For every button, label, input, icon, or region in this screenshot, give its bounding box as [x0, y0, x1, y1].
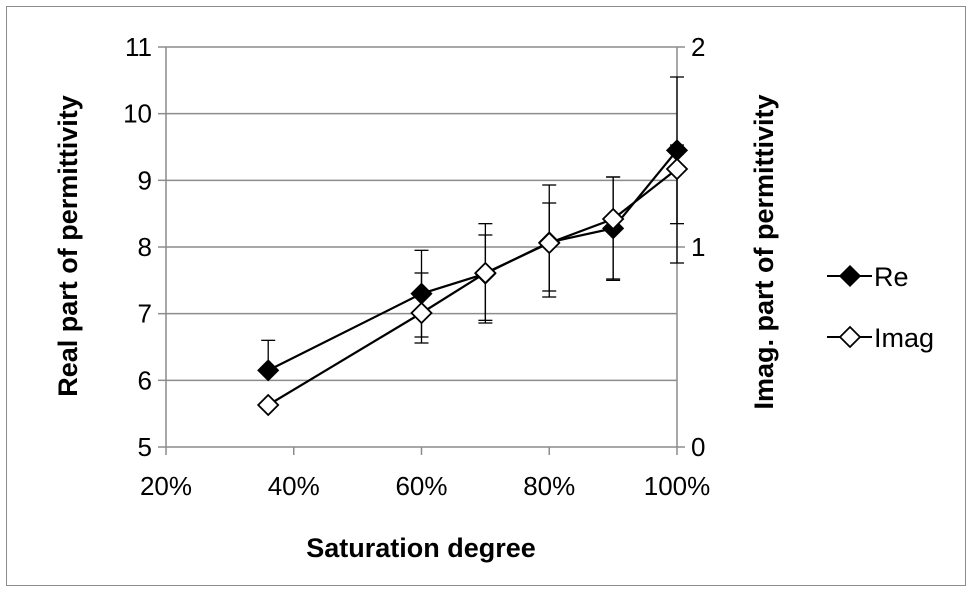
y-axis-title: Real part of permittivity	[53, 95, 83, 397]
data-point-imag-3	[474, 261, 497, 285]
y-tick-label-7: 7	[138, 299, 152, 329]
y2-tick-label-0: 0	[691, 432, 705, 462]
x-tick-label-100%: 100%	[644, 471, 711, 501]
series-line-re	[267, 149, 678, 372]
y2-tick-label-1: 1	[691, 232, 705, 262]
x-tick-label-40%: 40%	[268, 471, 320, 501]
y2-axis-title: Imag. part of permittivity	[749, 94, 779, 409]
y-tick-label-6: 6	[138, 365, 152, 395]
data-point-re-1	[257, 359, 280, 382]
y2-tick-label-2: 2	[691, 32, 705, 62]
data-point-imag-6	[665, 157, 689, 181]
data-point-imag-2	[410, 301, 433, 325]
y-tick-label-5: 5	[138, 432, 152, 462]
x-tick-label-20%: 20%	[140, 471, 192, 501]
legend: Re Imag	[827, 262, 934, 353]
gridlines	[158, 46, 685, 455]
data-point-imag-1	[256, 393, 280, 417]
legend-label-re: Re	[874, 262, 909, 292]
y-tick-label-11: 11	[125, 32, 152, 62]
y-tick-label-10: 10	[123, 99, 152, 129]
y-tick-label-9: 9	[138, 165, 152, 195]
x-axis-title: Saturation degree	[306, 533, 536, 563]
tick-labels: 5 6 7 8 9 10 11 0 1 2 20% 40% 60% 80% 100%	[123, 32, 710, 501]
data-point-imag-4	[537, 231, 561, 255]
x-tick-label-80%: 80%	[523, 471, 575, 501]
legend-marker-re	[838, 264, 862, 288]
series-line-imag	[267, 168, 678, 406]
legend-item-imag: Imag	[827, 323, 934, 353]
legend-label-imag: Imag	[874, 323, 934, 353]
series-layer	[256, 76, 689, 417]
legend-marker-imag	[838, 325, 862, 349]
series-re	[257, 76, 689, 382]
series-imag	[256, 144, 689, 417]
data-point-imag-5	[601, 207, 625, 231]
y-tick-label-8: 8	[138, 232, 152, 262]
legend-item-re: Re	[827, 262, 909, 292]
x-tick-label-60%: 60%	[395, 471, 447, 501]
